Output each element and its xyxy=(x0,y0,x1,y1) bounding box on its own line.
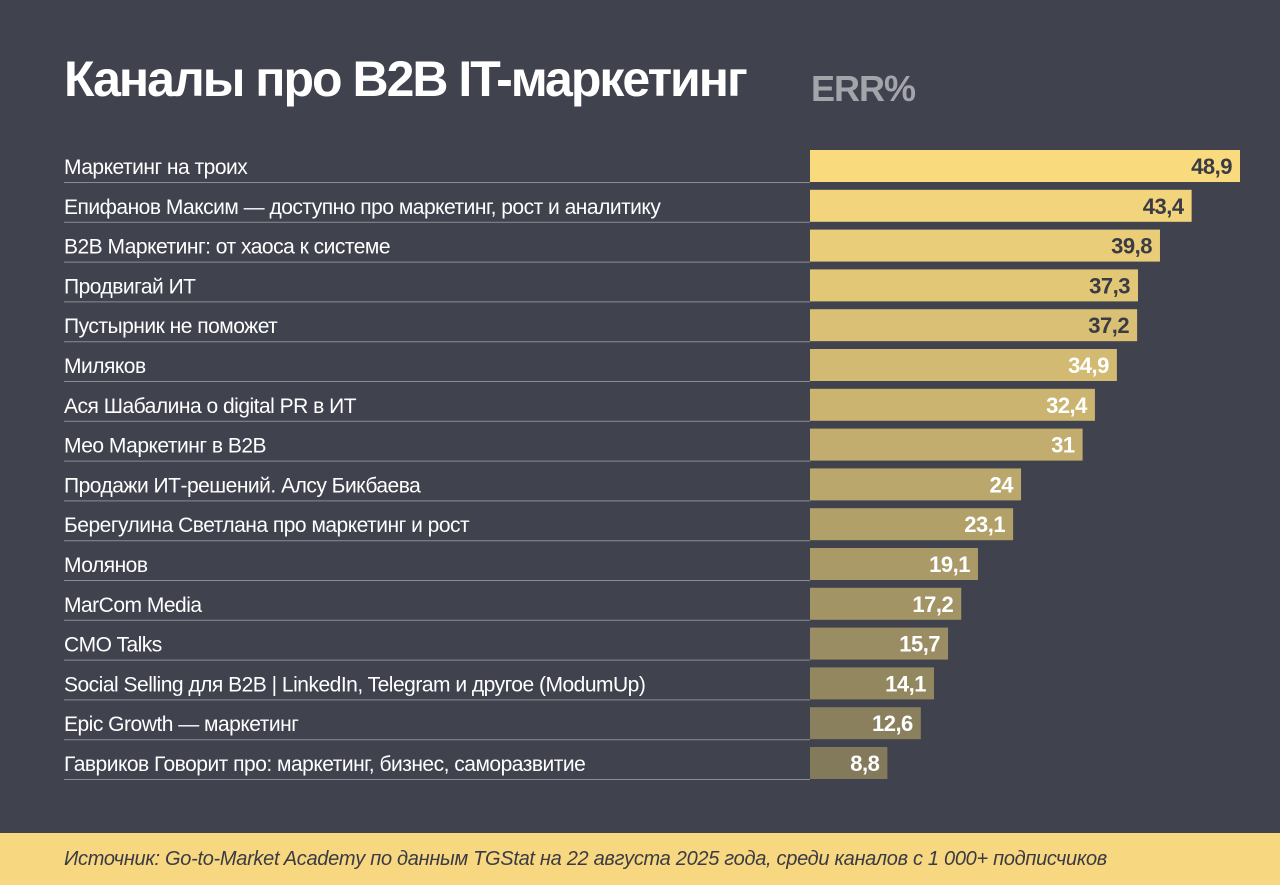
value-label: 34,9 xyxy=(1068,353,1109,378)
value-label: 19,1 xyxy=(929,552,970,577)
value-label: 37,3 xyxy=(1089,273,1130,298)
value-label: 32,4 xyxy=(1046,393,1088,418)
category-label: B2B Маркетинг: от хаоса к системе xyxy=(64,236,390,259)
bar xyxy=(810,428,1083,461)
value-label: 43,4 xyxy=(1143,194,1185,219)
bar xyxy=(810,189,1192,222)
bar xyxy=(810,229,1160,262)
bar-row: Епифанов Максим — доступно про маркетинг… xyxy=(64,189,1192,223)
bar xyxy=(810,747,888,779)
category-label: Маркетинг на троих xyxy=(64,156,248,179)
category-label: Мео Маркетинг в B2B xyxy=(64,435,266,458)
bar xyxy=(810,468,1022,501)
bar xyxy=(810,150,1240,182)
value-label: 17,2 xyxy=(912,592,953,617)
bar-row: Гавриков Говорит про: маркетинг, бизнес,… xyxy=(64,747,888,780)
category-label: Гавриков Говорит про: маркетинг, бизнес,… xyxy=(64,753,585,776)
value-label: 8,8 xyxy=(850,751,879,776)
bar xyxy=(810,707,921,740)
bar-chart: Маркетинг на троих 48,9 Епифанов Максим — … xyxy=(64,150,1240,780)
category-label: Миляков xyxy=(64,355,146,378)
chart-title: Каналы про B2B IT-маркетинг xyxy=(64,51,748,107)
value-label: 23,1 xyxy=(964,512,1005,537)
bar xyxy=(810,667,934,700)
value-label: 15,7 xyxy=(899,632,940,657)
bar-row: Берегулина Светлана про маркетинг и рост… xyxy=(64,508,1014,542)
bar xyxy=(810,548,978,580)
category-label: Пустырник не поможет xyxy=(64,315,278,338)
bar-row: B2B Маркетинг: от хаоса к системе 39,8 xyxy=(64,229,1160,263)
category-label: Epic Growth — маркетинг xyxy=(64,713,299,736)
category-label: Ася Шабалина о digital PR в ИТ xyxy=(64,395,357,418)
bar-row: Social Selling для B2B | LinkedIn, Teleg… xyxy=(64,667,934,701)
bar-row: Epic Growth — маркетинг 12,6 xyxy=(64,707,921,741)
bar-row: Пустырник не поможет 37,2 xyxy=(64,309,1138,343)
bar xyxy=(810,388,1095,421)
value-label: 24 xyxy=(990,472,1015,497)
category-label: Social Selling для B2B | LinkedIn, Teleg… xyxy=(64,673,645,696)
category-label: Продвигай ИТ xyxy=(64,275,196,298)
source-note: Источник: Go-to-Market Academy по данным… xyxy=(64,848,1107,870)
category-label: Молянов xyxy=(64,554,148,577)
footer-banner: Источник: Go-to-Market Academy по данным… xyxy=(0,833,1280,885)
bar xyxy=(810,587,962,620)
bar-row: MarCom Media 17,2 xyxy=(64,587,962,621)
category-label: CMO Talks xyxy=(64,634,162,657)
value-label: 39,8 xyxy=(1111,234,1152,259)
bar-row: CMO Talks 15,7 xyxy=(64,627,949,661)
category-label: Продажи ИТ-решений. Алсу Бикбаева xyxy=(64,474,421,497)
value-label: 12,6 xyxy=(872,711,913,736)
bar xyxy=(810,508,1014,541)
bar xyxy=(810,269,1138,302)
value-label: 14,1 xyxy=(885,671,926,696)
category-label: MarCom Media xyxy=(64,594,202,617)
unit-label: ERR% xyxy=(811,68,916,109)
bar-row: Мео Маркетинг в B2B 31 xyxy=(64,428,1083,462)
category-label: Берегулина Светлана про маркетинг и рост xyxy=(64,514,470,537)
bar xyxy=(810,349,1117,381)
bar-row: Продвигай ИТ 37,3 xyxy=(64,269,1138,303)
bar-row: Молянов 19,1 xyxy=(64,548,978,581)
bar xyxy=(810,627,949,660)
value-label: 31 xyxy=(1051,433,1075,458)
bar-row: Продажи ИТ-решений. Алсу Бикбаева 24 xyxy=(64,468,1022,502)
value-label: 48,9 xyxy=(1191,154,1232,179)
bar-row: Ася Шабалина о digital PR в ИТ 32,4 xyxy=(64,388,1095,422)
bar-row: Миляков 34,9 xyxy=(64,349,1117,382)
bar xyxy=(810,309,1138,342)
category-label: Епифанов Максим — доступно про маркетинг… xyxy=(64,196,661,219)
bar-row: Маркетинг на троих 48,9 xyxy=(64,150,1240,183)
value-label: 37,2 xyxy=(1088,313,1129,338)
